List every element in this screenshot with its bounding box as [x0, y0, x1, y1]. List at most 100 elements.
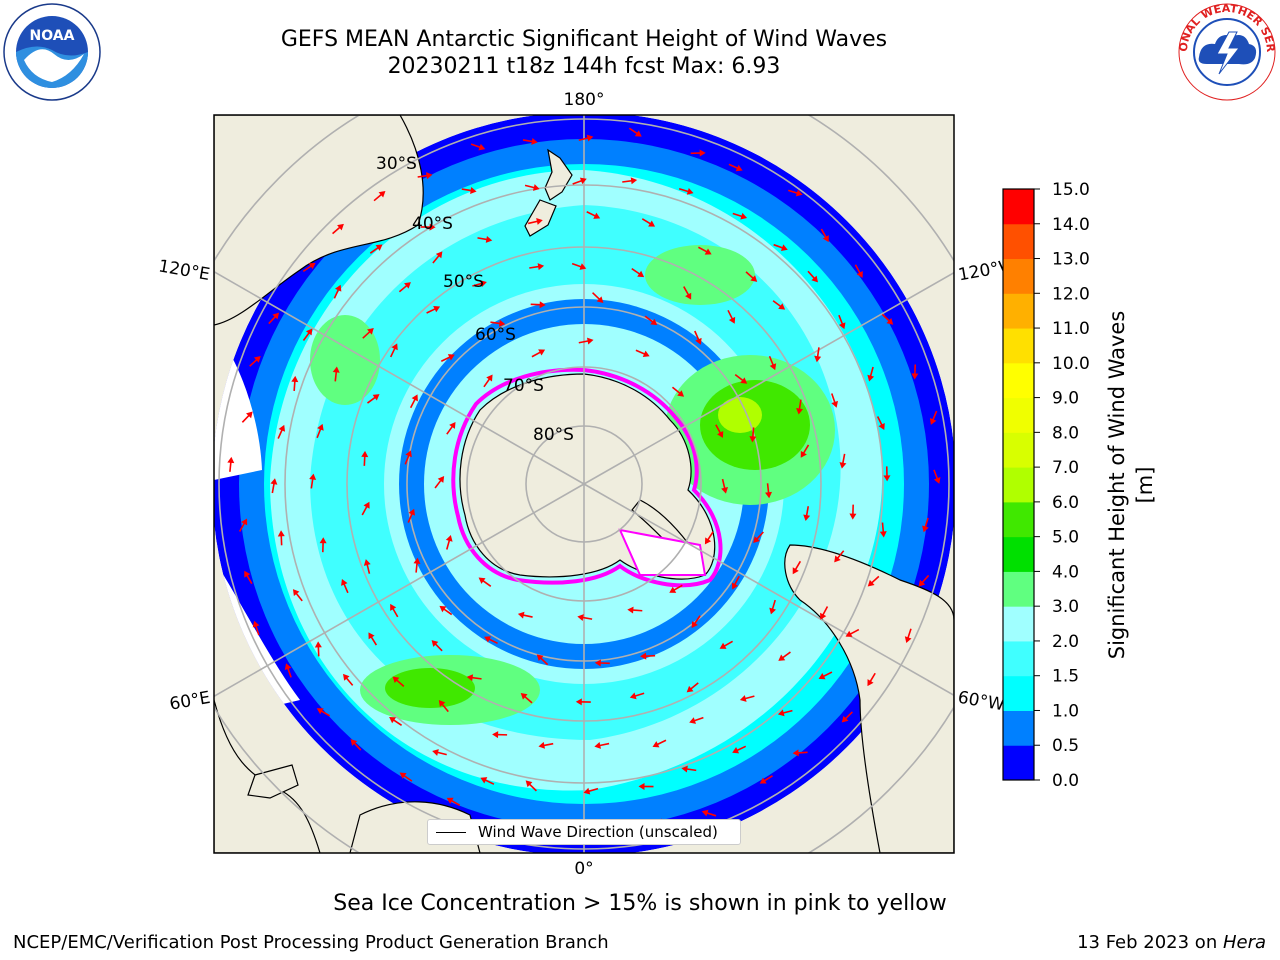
wave-direction-arrow — [807, 270, 818, 283]
wave-direction-arrow — [361, 501, 370, 516]
colorbar-tick-label: 9.0 — [1052, 389, 1079, 409]
wave-direction-arrow — [302, 328, 313, 342]
wave-direction-arrow — [241, 411, 253, 423]
wave-direction-arrow — [477, 235, 493, 243]
wave-direction-arrow — [517, 611, 533, 619]
date-text: 13 Feb 2023 on Hera — [1077, 932, 1266, 953]
colorbar-segment — [1003, 536, 1034, 572]
wave-direction-arrow — [446, 421, 456, 435]
wave-direction-arrow — [277, 424, 286, 439]
wave-direction-arrow — [309, 473, 317, 489]
wave-direction-arrow — [765, 483, 773, 499]
colorbar-tick-label: 8.0 — [1052, 423, 1079, 443]
wave-direction-arrow — [803, 506, 811, 522]
wave-direction-arrow — [759, 775, 773, 784]
wave-direction-arrow — [745, 271, 758, 282]
wave-direction-arrow — [277, 530, 285, 546]
wave-direction-arrow — [876, 416, 885, 430]
colorbar-tick-label: 13.0 — [1052, 250, 1090, 270]
lat-label-60s: 60°S — [475, 325, 516, 345]
wave-direction-arrow — [792, 749, 808, 757]
wave-direction-arrow — [446, 797, 461, 806]
wave-direction-arrow — [820, 606, 829, 620]
legend-label: Wind Wave Direction (unscaled) — [478, 823, 718, 841]
wave-direction-arrow — [922, 517, 929, 533]
wave-direction-arrow — [440, 354, 455, 362]
wave-direction-arrow — [227, 456, 235, 472]
wave-direction-arrow — [778, 651, 791, 661]
chart-subtitle: 20230211 t18z 144h fcst Max: 6.93 — [387, 54, 781, 79]
colorbar-segment — [1003, 328, 1034, 364]
wave-direction-arrow — [578, 134, 594, 142]
wave-direction-arrow — [594, 741, 610, 749]
wave-direction-arrow — [389, 343, 398, 358]
lat-label-30s: 30°S — [376, 154, 417, 174]
colorbar-segment — [1003, 606, 1034, 642]
wave-direction-arrow — [845, 628, 860, 637]
lon-label-120e: 120°E — [157, 256, 211, 285]
colorbar-ticks: 0.0 0.5 1.0 1.5 2.0 3.0 4.0 5.0 6.0 7.0 8.0 9.0 10.0… — [1034, 180, 1090, 791]
wave-direction-arrow — [316, 708, 331, 717]
wave-direction-arrow — [483, 374, 493, 388]
wave-direction-arrow — [399, 772, 413, 782]
wave-direction-arrow — [362, 327, 374, 339]
nws-logo: NATIONAL WEATHER SERVICE — [1177, 2, 1277, 101]
wave-direction-arrow — [671, 386, 685, 397]
credit-text: NCEP/EMC/Verification Post Processing Pr… — [13, 932, 609, 953]
wave-direction-arrow — [438, 700, 449, 713]
wave-direction-arrow — [434, 476, 445, 489]
wave-direction-arrow — [627, 606, 643, 614]
wave-direction-arrow — [431, 640, 443, 652]
wave-direction-arrow — [622, 177, 638, 185]
wave-direction-arrow — [432, 749, 447, 756]
wave-direction-arrow — [773, 243, 788, 252]
wave-direction-arrow — [525, 780, 537, 792]
wave-direction-arrow — [929, 410, 938, 425]
wave-direction-arrow — [332, 223, 344, 235]
wave-direction-arrow — [686, 682, 699, 693]
wave-direction-arrow — [492, 731, 508, 739]
wave-direction-arrow — [704, 531, 714, 545]
wave-direction-arrow — [681, 765, 697, 773]
wave-direction-arrow — [690, 149, 706, 157]
wave-direction-arrow — [883, 466, 891, 482]
wave-direction-arrow — [575, 698, 591, 706]
colorbar-tick-label: 0.0 — [1052, 771, 1079, 791]
colorbar-tick-label: 11.0 — [1052, 319, 1090, 339]
colorbar-segment — [1003, 293, 1034, 329]
wave-direction-arrow — [629, 692, 645, 700]
colorbar-segment — [1003, 258, 1034, 294]
wave-direction-arrow — [644, 315, 658, 326]
wave-direction-arrow — [830, 393, 838, 408]
graticule — [214, 115, 954, 853]
wave-direction-arrow — [698, 246, 712, 255]
wave-direction-arrow — [721, 478, 728, 494]
wave-direction-arrow — [689, 716, 704, 724]
wave-direction-arrow — [841, 711, 853, 723]
wave-direction-arrow — [319, 537, 327, 553]
wave-direction-arrow — [420, 223, 436, 231]
wave-direction-arrow — [270, 478, 278, 494]
wave-direction-arrow — [691, 615, 701, 629]
wave-direction-arrow — [638, 782, 654, 790]
noaa-logo: NOAA — [3, 3, 101, 101]
wave-direction-arrow — [417, 172, 433, 180]
wave-direction-arrow — [302, 262, 316, 273]
wave-direction-arrow — [734, 374, 748, 384]
colorbar-tick-label: 1.0 — [1052, 701, 1079, 721]
sea-ice-edge — [451, 367, 723, 588]
wave-direction-arrow — [527, 218, 543, 225]
wave-direction-arrow — [839, 453, 847, 469]
wave-direction-arrow — [867, 672, 876, 687]
wave-direction-arrow — [369, 244, 383, 254]
colorbar-tick-label: 15.0 — [1052, 180, 1090, 200]
wave-direction-arrow — [814, 347, 822, 363]
wave-direction-arrow — [363, 559, 371, 574]
wave-direction-arrow — [484, 636, 498, 645]
wave-direction-arrow — [732, 745, 747, 754]
date-prefix: 13 Feb 2023 on — [1077, 932, 1223, 953]
colorbar-tick-label: 7.0 — [1052, 458, 1079, 478]
wave-direction-arrow — [439, 605, 453, 616]
wave-direction-arrow — [244, 570, 253, 585]
